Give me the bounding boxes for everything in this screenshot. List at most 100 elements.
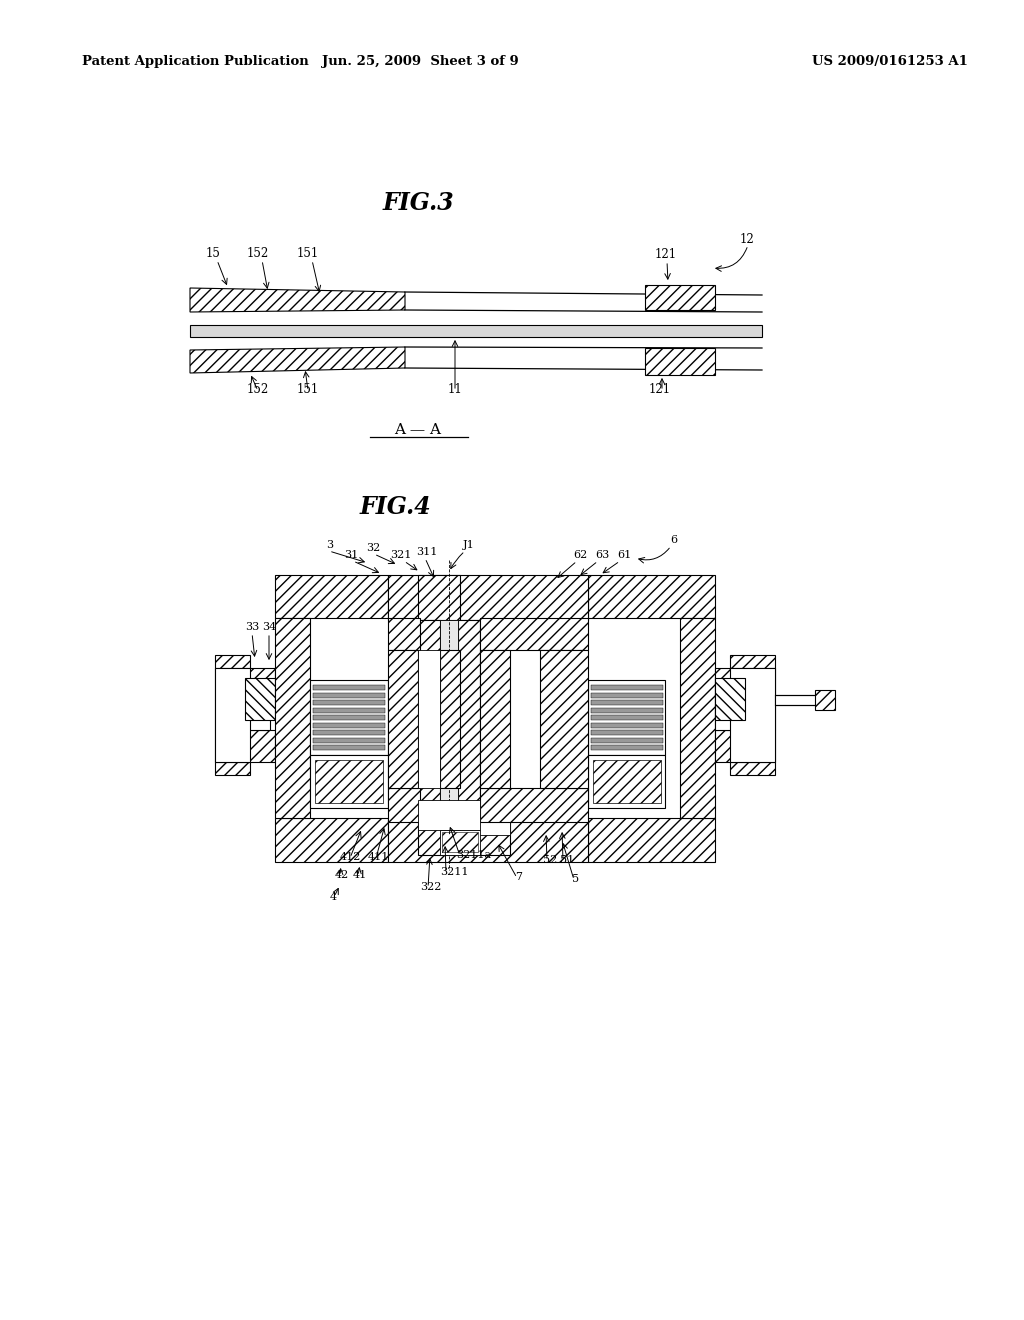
Bar xyxy=(645,285,715,310)
Text: J1: J1 xyxy=(463,540,475,550)
Bar xyxy=(215,668,275,700)
Text: US 2009/0161253 A1: US 2009/0161253 A1 xyxy=(812,55,968,69)
Bar xyxy=(313,715,385,719)
Text: 151: 151 xyxy=(297,383,319,396)
Bar xyxy=(418,649,440,788)
Bar xyxy=(730,655,775,668)
Polygon shape xyxy=(190,347,406,374)
Bar xyxy=(313,744,385,750)
Text: 321: 321 xyxy=(390,550,412,560)
Text: 61: 61 xyxy=(617,550,631,560)
Bar xyxy=(215,655,250,668)
Bar xyxy=(440,830,480,855)
Bar xyxy=(715,678,745,719)
Polygon shape xyxy=(190,288,406,312)
Text: FIG.4: FIG.4 xyxy=(359,495,431,519)
Bar xyxy=(815,690,835,710)
Bar xyxy=(715,668,775,700)
Text: 12: 12 xyxy=(740,234,755,246)
Text: 5: 5 xyxy=(572,874,580,884)
Bar xyxy=(591,700,663,705)
Text: 41: 41 xyxy=(353,870,368,880)
Bar xyxy=(388,576,588,620)
Text: FIG.3: FIG.3 xyxy=(382,191,454,215)
Bar xyxy=(388,649,418,788)
Text: 152: 152 xyxy=(247,247,269,260)
Bar xyxy=(440,649,460,788)
Bar xyxy=(645,348,715,375)
Bar xyxy=(315,760,383,803)
Bar xyxy=(591,744,663,750)
Text: 311: 311 xyxy=(416,546,437,557)
Bar xyxy=(215,730,275,762)
Bar xyxy=(313,693,385,697)
Text: 151: 151 xyxy=(297,247,319,260)
Bar xyxy=(275,576,388,618)
Text: 3211: 3211 xyxy=(440,867,469,876)
Bar xyxy=(593,760,662,803)
Bar xyxy=(715,730,775,762)
Text: 121: 121 xyxy=(655,248,677,261)
Text: 3211a: 3211a xyxy=(456,850,492,861)
Bar xyxy=(588,680,665,755)
Bar xyxy=(275,818,388,862)
Text: 42: 42 xyxy=(335,870,349,880)
Bar xyxy=(775,696,825,705)
Bar xyxy=(588,576,715,618)
Bar xyxy=(588,818,715,862)
Bar xyxy=(460,822,510,836)
Bar xyxy=(215,700,270,730)
Bar xyxy=(588,755,665,808)
Bar xyxy=(388,820,588,862)
Bar xyxy=(730,668,775,762)
Bar xyxy=(680,618,715,818)
Bar xyxy=(313,730,385,735)
Bar xyxy=(715,700,775,730)
Bar xyxy=(310,680,388,755)
Bar xyxy=(440,620,458,820)
Bar xyxy=(418,820,510,855)
Bar xyxy=(458,620,480,820)
Bar xyxy=(480,788,588,822)
Text: 63: 63 xyxy=(595,550,609,560)
Text: A — A: A — A xyxy=(394,422,441,437)
Bar xyxy=(310,755,388,808)
Bar xyxy=(480,649,510,788)
Bar xyxy=(730,762,775,775)
Bar xyxy=(440,808,480,822)
Text: 322: 322 xyxy=(420,882,441,892)
Bar xyxy=(480,618,588,649)
Bar xyxy=(591,708,663,713)
Bar xyxy=(215,668,250,762)
Bar xyxy=(313,700,385,705)
Bar xyxy=(591,693,663,697)
Text: 411: 411 xyxy=(368,851,389,862)
Bar xyxy=(418,620,440,820)
Bar xyxy=(313,722,385,727)
Text: 51: 51 xyxy=(560,855,574,865)
Text: Patent Application Publication: Patent Application Publication xyxy=(82,55,309,69)
Text: 121: 121 xyxy=(649,383,671,396)
Text: 34: 34 xyxy=(262,622,276,632)
Text: 7: 7 xyxy=(515,873,522,882)
Bar xyxy=(591,730,663,735)
Bar xyxy=(540,649,588,788)
Bar xyxy=(442,832,478,851)
Text: Jun. 25, 2009  Sheet 3 of 9: Jun. 25, 2009 Sheet 3 of 9 xyxy=(322,55,518,69)
Bar xyxy=(388,788,420,822)
Bar xyxy=(275,618,310,818)
Bar xyxy=(215,762,250,775)
Text: 33: 33 xyxy=(245,622,259,632)
Text: 11: 11 xyxy=(447,383,463,396)
Bar xyxy=(591,722,663,727)
Bar xyxy=(591,685,663,690)
Text: 4: 4 xyxy=(330,892,337,902)
Bar xyxy=(245,678,275,719)
Bar xyxy=(313,738,385,742)
Text: 62: 62 xyxy=(573,550,587,560)
Bar xyxy=(591,738,663,742)
Bar xyxy=(418,800,480,830)
Bar xyxy=(418,576,460,620)
Text: 15: 15 xyxy=(206,247,220,260)
Text: 52: 52 xyxy=(543,855,557,865)
